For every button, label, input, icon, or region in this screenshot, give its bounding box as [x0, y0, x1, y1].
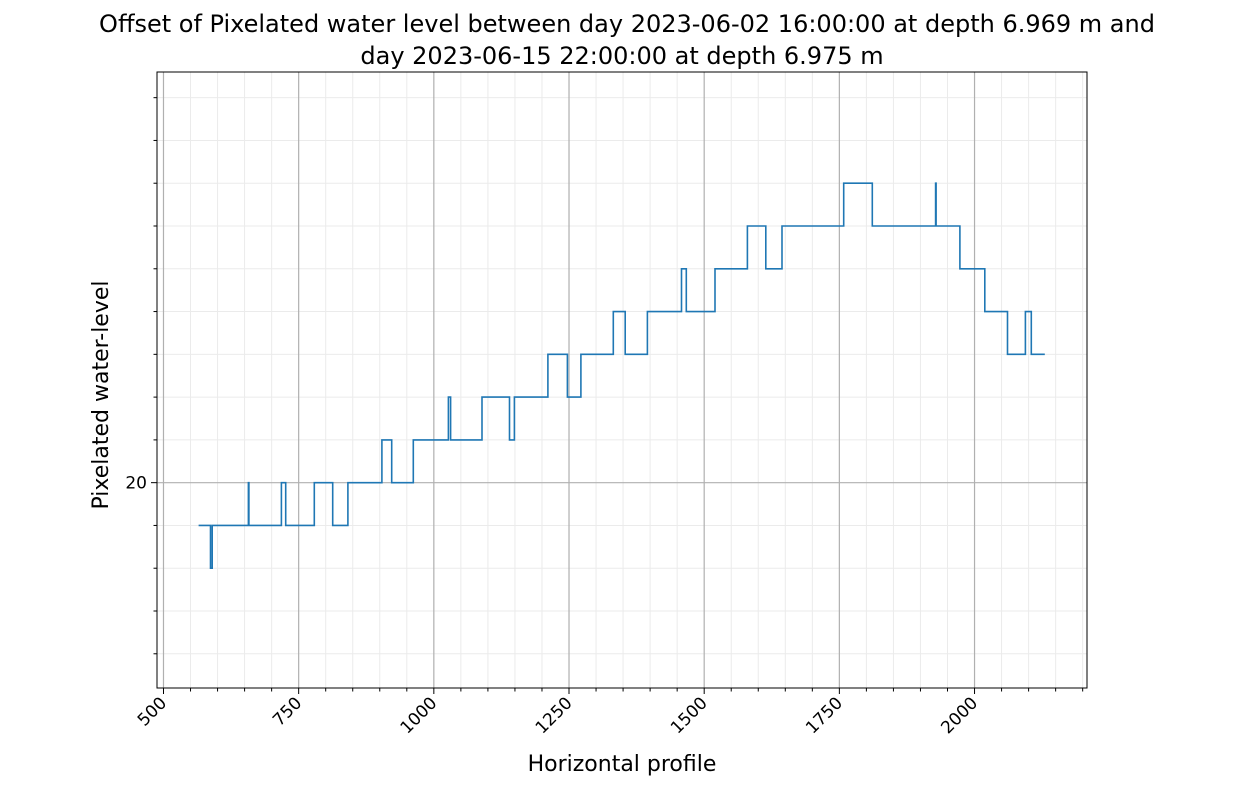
chart-title-line-1: Offset of Pixelated water level between …	[99, 10, 1155, 38]
y-axis-label: Pixelated water-level	[89, 280, 114, 509]
y-tick-label: 20	[125, 474, 147, 494]
x-tick-label: 1500	[667, 693, 712, 738]
x-axis-label: Horizontal profile	[528, 752, 717, 777]
major-grid	[157, 72, 1087, 688]
x-axis: 500 750 1000 1250 1500 1750 2000	[134, 688, 1084, 738]
x-tick-label: 2000	[937, 693, 982, 738]
x-tick-label: 750	[269, 693, 306, 730]
x-tick-label: 1000	[397, 693, 442, 738]
y-axis: 20	[125, 97, 157, 655]
plot-frame	[156, 71, 1088, 689]
series-line	[198, 182, 1045, 570]
series-layer	[198, 182, 1045, 570]
x-tick-label: 1750	[802, 693, 847, 738]
x-tick-label: 1250	[532, 693, 577, 738]
x-tick-label: 500	[134, 693, 171, 730]
minor-grid	[157, 72, 1087, 688]
chart-title-line-2: day 2023-06-15 22:00:00 at depth 6.975 m	[360, 42, 883, 70]
